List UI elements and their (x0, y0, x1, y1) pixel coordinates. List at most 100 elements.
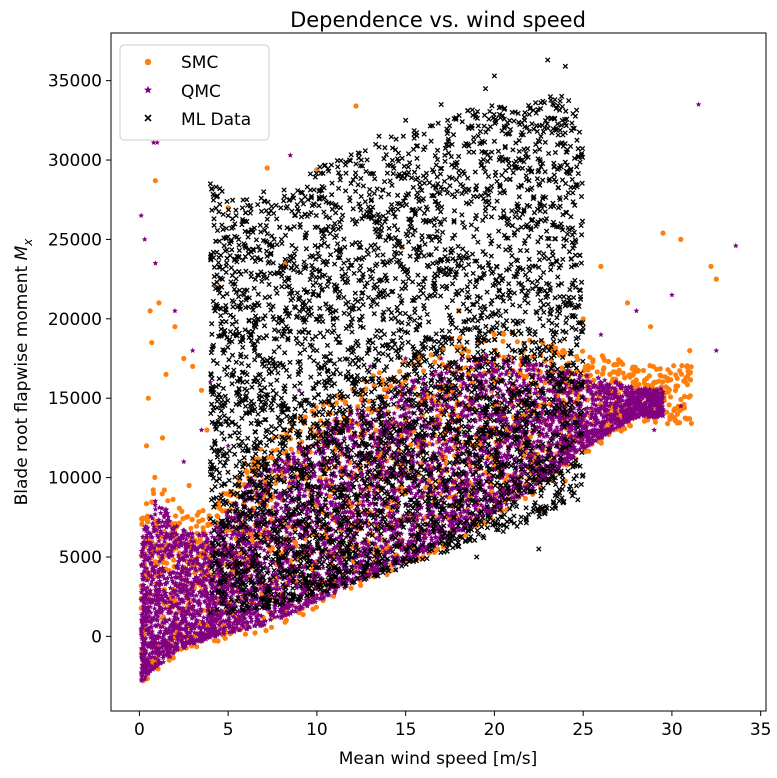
smc-point (678, 236, 684, 242)
smc-point (668, 377, 674, 383)
smc-point (600, 367, 606, 373)
smc-point (540, 340, 546, 346)
smc-point (687, 370, 693, 376)
smc-point (145, 519, 151, 525)
points-layer (138, 57, 739, 684)
smc-point (667, 370, 674, 376)
smc-point (164, 560, 170, 566)
smc-point (683, 375, 689, 381)
smc-point (348, 585, 354, 591)
smc-point (170, 496, 176, 502)
smc-point (491, 331, 497, 337)
smc-point (713, 276, 719, 282)
smc-point (152, 474, 158, 480)
smc-point (171, 557, 177, 563)
smc-point (458, 534, 464, 541)
smc-point (379, 548, 385, 554)
smc-point (365, 406, 371, 412)
smc-point (636, 381, 642, 388)
smc-point (622, 375, 628, 381)
smc-point (673, 372, 679, 378)
smc-point (258, 446, 264, 452)
smc-point (161, 487, 167, 493)
smc-point (205, 521, 211, 527)
smc-point (632, 364, 639, 370)
smc-point (381, 387, 387, 393)
smc-point (149, 499, 155, 505)
smc-point (443, 461, 449, 467)
smc-point (553, 345, 559, 351)
smc-point (147, 308, 153, 314)
smc-point (674, 411, 681, 417)
smc-point (660, 230, 666, 236)
smc-point (433, 547, 439, 553)
smc-point (514, 339, 521, 345)
qmc-point (152, 511, 158, 517)
smc-point (143, 443, 150, 449)
smc-point (671, 363, 677, 369)
smc-point (423, 485, 429, 491)
smc-point (190, 363, 196, 369)
smc-point (684, 363, 690, 369)
smc-point (641, 377, 648, 383)
smc-point (664, 409, 670, 415)
smc-point (376, 370, 383, 376)
smc-point (272, 480, 279, 486)
smc-point (635, 368, 641, 374)
smc-point (179, 508, 185, 514)
smc-point (657, 366, 663, 372)
smc-point (173, 513, 179, 519)
smc-point (387, 383, 394, 389)
smc-point (421, 368, 427, 374)
smc-point (268, 624, 275, 630)
smc-point (242, 631, 248, 637)
smc-point (433, 399, 439, 405)
smc-point (687, 393, 693, 399)
smc-point (149, 340, 155, 346)
smc-point (215, 514, 221, 520)
smc-point (366, 398, 372, 404)
smc-point (682, 393, 688, 400)
smc-point (648, 324, 654, 330)
smc-point (598, 263, 604, 269)
smc-point (685, 416, 691, 422)
smc-point (582, 449, 589, 455)
qmc-point (356, 482, 363, 489)
smc-point (292, 538, 298, 545)
smc-point (279, 472, 285, 478)
smc-point (599, 371, 605, 377)
smc-point (333, 400, 339, 406)
smc-point (270, 448, 276, 454)
smc-point (466, 348, 472, 354)
smc-point (656, 378, 662, 384)
smc-point (196, 518, 202, 525)
smc-point (353, 103, 359, 109)
smc-point (156, 300, 162, 306)
smc-point (605, 358, 612, 365)
smc-point (206, 554, 212, 560)
smc-point (288, 446, 294, 452)
smc-point (688, 364, 694, 370)
smc-point (198, 387, 205, 393)
smc-point (143, 501, 150, 507)
smc-point (373, 427, 379, 433)
smc-point (152, 178, 158, 184)
smc-point (615, 371, 621, 377)
smc-point (647, 363, 653, 369)
smc-point (186, 482, 192, 489)
smc-point (145, 395, 151, 401)
smc-point (601, 357, 608, 363)
smc-point (250, 536, 256, 542)
smc-point (428, 352, 434, 358)
smc-point (594, 369, 600, 375)
smc-point (682, 379, 689, 385)
smc-point (708, 263, 714, 269)
smc-point (500, 338, 506, 344)
smc-point (624, 300, 631, 306)
smc-point (283, 617, 289, 623)
smc-point (172, 324, 178, 330)
smc-point (223, 528, 229, 534)
smc-point (671, 415, 677, 421)
smc-point (197, 538, 203, 544)
